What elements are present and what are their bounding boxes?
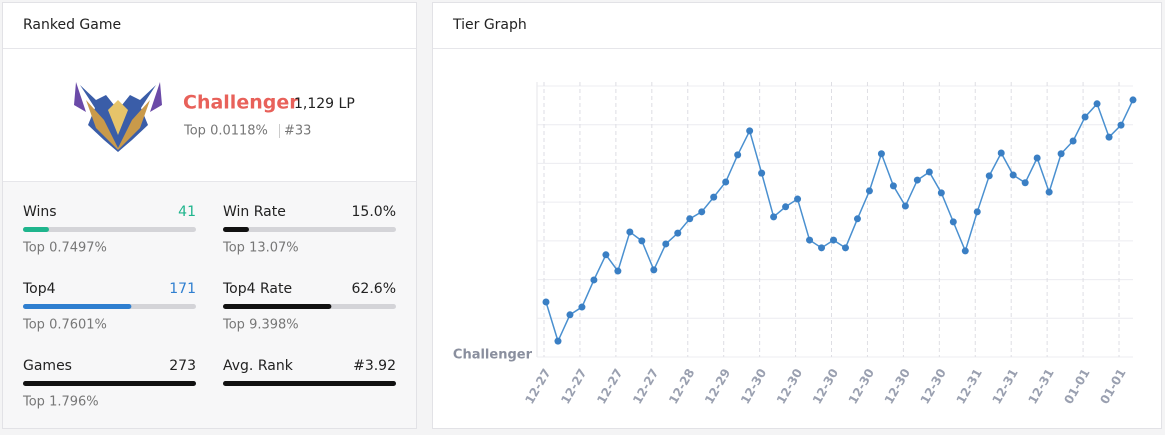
tier-point: [686, 215, 694, 223]
stat-label: Avg. Rank: [223, 358, 294, 374]
stat-bar-track: [23, 227, 196, 232]
top-percent: Top 0.0118%: [183, 124, 268, 139]
stat-bar: [223, 227, 249, 232]
tier-point: [1021, 179, 1029, 187]
tier-point: [889, 182, 897, 190]
stat-bar: [223, 304, 332, 309]
stat-label: Top4: [22, 281, 56, 297]
tier-point: [1117, 121, 1125, 129]
stat-value: 15.0%: [352, 204, 396, 220]
stat-value: 62.6%: [352, 281, 396, 297]
tier-point: [746, 127, 754, 135]
tier-point: [1093, 100, 1101, 108]
stat-sub: Top 1.796%: [22, 395, 99, 410]
tier-point: [901, 202, 909, 210]
stat-label: Wins: [23, 204, 57, 220]
stat-label: Games: [23, 358, 72, 374]
tier-emblem: [74, 82, 162, 152]
stat-sub: Top 13.07%: [222, 241, 299, 256]
tier-point: [949, 218, 957, 226]
tier-point: [662, 240, 670, 248]
tier-point: [758, 169, 766, 177]
graph-panel: [432, 2, 1162, 429]
tier-point: [650, 266, 658, 274]
tier-point: [853, 215, 861, 223]
stat-value: #3.92: [353, 358, 396, 374]
stat-sub: Top 0.7601%: [22, 318, 107, 333]
tier-point: [710, 193, 718, 201]
chart-title: Tier Graph: [452, 17, 527, 33]
ladder-rank: #33: [284, 124, 311, 139]
tier-point: [913, 176, 921, 184]
tier-point: [698, 208, 706, 216]
tier-point: [1105, 133, 1113, 141]
tier-point: [973, 208, 981, 216]
stat-label: Top4 Rate: [222, 281, 292, 297]
stat-value: 41: [178, 204, 196, 220]
stat-bar-track: [223, 227, 396, 232]
tier-point: [1045, 188, 1053, 196]
tier-point: [626, 228, 634, 236]
tier-point: [1057, 150, 1065, 158]
tier-point: [590, 276, 598, 284]
stat-bar: [23, 381, 196, 386]
tier-point: [865, 187, 873, 195]
tier-point: [818, 244, 826, 252]
tier-point: [674, 229, 682, 237]
league-points: 1,129 LP: [294, 96, 355, 112]
stat-value: 171: [169, 281, 196, 297]
tier-point: [925, 168, 933, 176]
stat-sub: Top 0.7497%: [22, 241, 107, 256]
tier-point: [734, 151, 742, 159]
tier-point: [961, 247, 969, 255]
tier-point: [782, 203, 790, 211]
tier-point: [877, 150, 885, 158]
tier-point: [841, 244, 849, 252]
tier-point: [937, 189, 945, 197]
stat-bar: [23, 304, 132, 309]
tier-point: [770, 213, 778, 221]
tier-point: [1129, 96, 1137, 104]
tier-point: [985, 172, 993, 180]
tier-point: [602, 251, 610, 259]
stat-label: Win Rate: [223, 204, 286, 220]
tier-point: [794, 195, 802, 203]
tier-point: [1081, 113, 1089, 121]
stat-value: 273: [169, 358, 196, 374]
tier-point: [542, 298, 550, 306]
tier-point: [1009, 171, 1017, 179]
y-tick-label: Challenger: [453, 348, 533, 363]
tier-point: [806, 236, 814, 244]
tier-point: [638, 237, 646, 245]
panel-title: Ranked Game: [23, 17, 121, 33]
tier-point: [1033, 154, 1041, 162]
tier-name: Challenger: [183, 92, 299, 114]
tier-point: [830, 236, 838, 244]
tier-point: [554, 337, 562, 345]
stat-bar: [223, 381, 396, 386]
tier-point: [566, 311, 574, 319]
tier-point: [578, 303, 586, 311]
tier-point: [722, 178, 730, 186]
tier-point: [614, 267, 622, 275]
tier-point: [997, 149, 1005, 157]
tier-line: [545, 99, 1134, 344]
tier-point: [1069, 137, 1077, 145]
stat-sub: Top 9.398%: [222, 318, 299, 333]
stat-bar: [23, 227, 49, 232]
